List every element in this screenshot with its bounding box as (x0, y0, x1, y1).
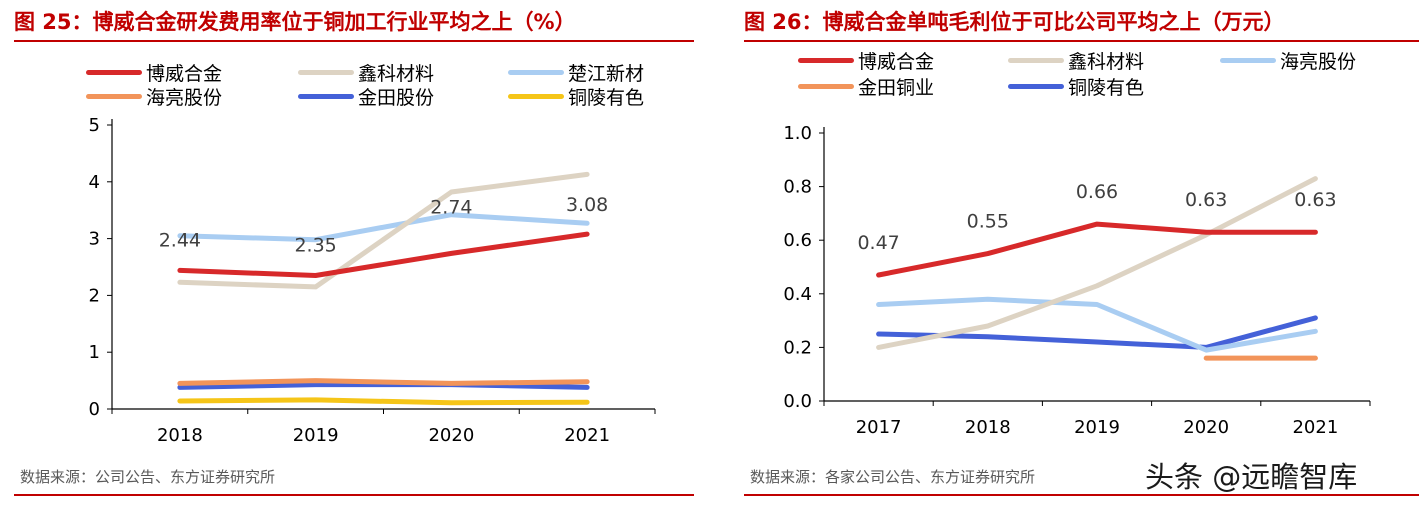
legend-label: 博威合金 (858, 50, 935, 73)
data-label: 2.44 (159, 229, 201, 251)
y-tick-label: 0.4 (783, 284, 812, 305)
legend-swatch (298, 69, 354, 75)
data-label: 0.47 (857, 232, 899, 254)
legend-item-bowei: 博威合金 (86, 60, 223, 85)
legend-item-xinke: 鑫科材料 (298, 60, 435, 85)
series-line (177, 171, 590, 290)
legend-label: 楚江新材 (568, 62, 645, 85)
series-line (177, 231, 590, 278)
y-tick-label: 0 (89, 399, 100, 420)
legend-label: 金田股份 (358, 86, 435, 109)
series-line (177, 378, 590, 386)
source-note: 数据来源：各家公司公告、东方证券研究所 (750, 468, 1036, 486)
series-line (876, 176, 1318, 350)
legend-label: 海亮股份 (146, 86, 223, 109)
data-label: 0.63 (1185, 189, 1227, 211)
series-line (177, 212, 590, 243)
x-tick-label: 2018 (157, 425, 203, 446)
legend-label: 金田铜业 (858, 76, 935, 99)
bottom-divider (744, 494, 1419, 496)
y-tick-label: 0.8 (783, 177, 812, 198)
legend-label: 铜陵有色 (1068, 76, 1145, 99)
line-chart-left: 0 1 2 3 4 5 2018 2019 2020 2021 2.44 2.35 2.74 3.08 (89, 115, 656, 446)
series-line (876, 296, 1318, 353)
legend-swatch (1220, 57, 1276, 63)
legend-label: 铜陵有色 (568, 86, 645, 109)
series-line (876, 315, 1318, 350)
legend-swatch (798, 57, 854, 63)
legend-item-bowei: 博威合金 (798, 48, 935, 73)
line-chart-right: 0.0 0.2 0.4 0.6 0.8 1.0 2017 2018 2019 2020 2021 0.… (783, 123, 1371, 438)
y-tick-label: 2 (89, 285, 100, 306)
watermark: 头条 @远瞻智库 (1145, 460, 1358, 494)
legend-swatch (798, 83, 854, 89)
x-tick-label: 2021 (564, 425, 610, 446)
legend-swatch (298, 93, 354, 99)
legend-label: 鑫科材料 (358, 62, 435, 85)
legend-item-hailiang: 海亮股份 (86, 84, 223, 109)
x-tick-label: 2017 (856, 417, 902, 438)
y-tick-label: 0.0 (783, 391, 812, 412)
data-label: 0.63 (1294, 189, 1336, 211)
legend-swatch (508, 93, 564, 99)
legend-label: 海亮股份 (1280, 50, 1357, 73)
chart-panel-right: 图 26：博威合金单吨毛利位于可比公司平均之上（万元） 博威合金 鑫科材料 海亮… (730, 0, 1425, 512)
legend-item-hailiang: 海亮股份 (1220, 48, 1357, 73)
y-tick-label: 1 (89, 342, 100, 363)
y-tick-label: 3 (89, 229, 100, 250)
legend-item-tongling: 铜陵有色 (1008, 74, 1145, 99)
x-tick-label: 2021 (1292, 417, 1338, 438)
x-tick-label: 2018 (965, 417, 1011, 438)
legend-item-jintian: 金田股份 (298, 84, 435, 109)
y-tick-label: 1.0 (783, 123, 812, 144)
chart-title: 图 25：博威合金研发费用率位于铜加工行业平均之上（%） (14, 10, 576, 34)
data-label: 0.55 (967, 211, 1009, 233)
legend-swatch (86, 69, 142, 75)
legend-swatch (1008, 83, 1064, 89)
legend-item-chujiang: 楚江新材 (508, 60, 645, 85)
chart-title: 图 26：博威合金单吨毛利位于可比公司平均之上（万元） (744, 10, 1285, 34)
data-label: 3.08 (566, 194, 608, 216)
x-tick-label: 2020 (428, 425, 474, 446)
series-line (876, 221, 1318, 278)
title-divider (14, 40, 694, 42)
legend-swatch (1008, 57, 1064, 63)
title-divider (744, 40, 1419, 42)
legend-item-jintian: 金田铜业 (798, 74, 935, 99)
legend-item-tongling: 铜陵有色 (508, 84, 645, 109)
legend-swatch (508, 69, 564, 75)
legend-swatch (86, 93, 142, 99)
chart-panel-left: 图 25：博威合金研发费用率位于铜加工行业平均之上（%） 博威合金 鑫科材料 楚… (0, 0, 700, 512)
series-line (177, 397, 590, 406)
data-label: 2.74 (430, 196, 472, 218)
y-tick-label: 5 (89, 115, 100, 136)
x-tick-label: 2020 (1183, 417, 1229, 438)
legend-label: 鑫科材料 (1068, 50, 1145, 73)
y-tick-label: 0.2 (783, 337, 812, 358)
x-tick-label: 2019 (293, 425, 339, 446)
y-tick-label: 4 (89, 172, 100, 193)
legend-label: 博威合金 (146, 62, 223, 85)
data-label: 2.35 (294, 235, 336, 257)
bottom-divider (14, 494, 694, 496)
source-note: 数据来源：公司公告、东方证券研究所 (20, 468, 276, 486)
data-label: 0.66 (1076, 181, 1118, 203)
legend-item-xinke: 鑫科材料 (1008, 48, 1145, 73)
y-tick-label: 0.6 (783, 230, 812, 251)
x-tick-label: 2019 (1074, 417, 1120, 438)
series-line (177, 382, 590, 390)
